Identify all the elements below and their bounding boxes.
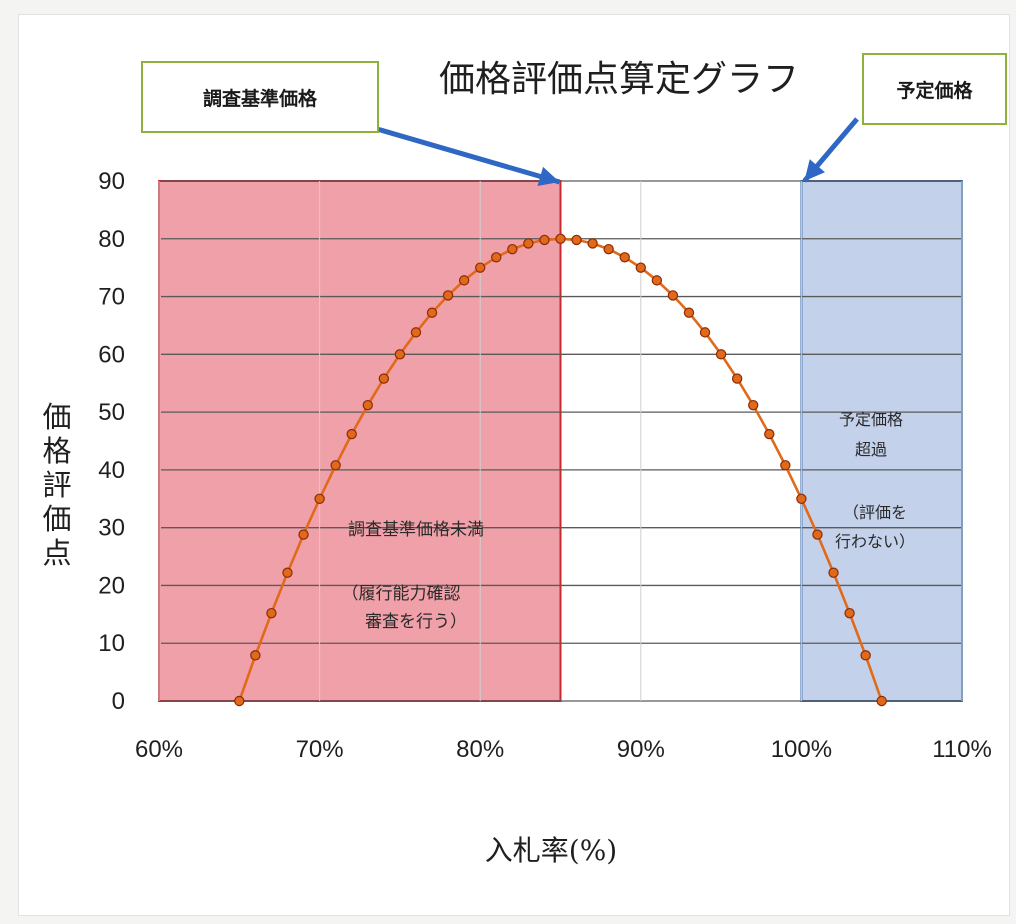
x-tick-label: 90% — [617, 736, 665, 763]
region-note-line: （履行能力確認 — [342, 584, 461, 604]
x-tick-label: 110% — [932, 736, 992, 763]
data-point — [844, 607, 855, 619]
y-tick-label: 90 — [98, 168, 125, 195]
chart-page: 0 10 20 30 40 50 60 70 80 90 60% 70% 80% 90% 100% 110% … — [18, 14, 1010, 916]
data-point — [635, 262, 647, 273]
x-tick-label: 60% — [135, 736, 183, 763]
region-note-line: 行わない） — [835, 532, 915, 551]
x-tick-label: 70% — [296, 736, 344, 763]
y-axis-title-char: 価 — [42, 502, 71, 536]
data-point — [860, 650, 871, 661]
region-label-over-planned: 予定価格 — [839, 410, 903, 429]
data-point — [266, 607, 277, 619]
data-point — [282, 567, 293, 578]
callout-reference-price: 調査基準価格 — [141, 61, 379, 133]
region-label-over-planned: 超過 — [855, 440, 887, 459]
shaded-region-1 — [800, 180, 964, 702]
data-point — [780, 460, 791, 471]
data-point — [748, 399, 759, 411]
data-point — [683, 307, 695, 318]
callout-planned-price: 予定価格 — [862, 53, 1007, 125]
region-label-below-reference: 調査基準価格未満 — [348, 520, 484, 540]
data-point — [394, 349, 406, 360]
data-point — [731, 373, 743, 384]
callout-planned-price-label: 予定価格 — [896, 79, 973, 102]
arrow-planned-price-head — [804, 159, 825, 181]
x-tick-label: 100% — [771, 736, 832, 763]
y-tick-label: 20 — [98, 572, 125, 599]
arrow-reference-price-shaft — [376, 126, 561, 185]
data-point — [796, 493, 807, 504]
data-point — [651, 275, 663, 286]
data-point — [523, 238, 534, 249]
data-point — [667, 290, 679, 301]
chart-title: 価格評価点算定グラフ — [439, 59, 799, 100]
x-tick-label: 80% — [456, 736, 504, 763]
y-tick-label: 30 — [98, 515, 125, 542]
data-point — [234, 695, 245, 707]
data-point — [410, 327, 422, 338]
data-point — [314, 493, 325, 504]
data-point — [491, 252, 502, 263]
data-point — [507, 243, 518, 255]
data-point — [715, 349, 727, 360]
data-point — [346, 428, 357, 440]
data-point — [475, 262, 486, 273]
y-tick-label: 60 — [98, 341, 125, 368]
y-tick-label: 80 — [98, 226, 125, 253]
data-point — [298, 529, 309, 540]
data-point — [362, 399, 373, 411]
data-point — [250, 650, 261, 661]
data-point — [876, 695, 887, 707]
data-point — [378, 373, 390, 384]
x-axis-title: 入札率(%) — [485, 834, 617, 867]
y-tick-label: 10 — [98, 630, 125, 657]
data-point — [330, 460, 341, 471]
callout-reference-price-label: 調査基準価格 — [202, 87, 317, 110]
data-point — [442, 290, 454, 301]
y-axis-title-char: 価 — [42, 400, 71, 434]
data-point — [571, 234, 582, 246]
y-axis-title-char: 点 — [42, 536, 71, 570]
data-point — [699, 327, 711, 338]
region-note-line: 審査を行う） — [365, 612, 467, 632]
y-tick-label: 50 — [98, 399, 125, 426]
shaded-region-0 — [158, 180, 562, 702]
data-point — [539, 234, 550, 246]
y-axis-title-char: 格 — [42, 434, 71, 468]
data-point — [812, 529, 823, 540]
data-point — [587, 238, 598, 249]
data-point — [555, 233, 566, 244]
y-axis-title-char: 評 — [42, 468, 71, 502]
arrow-reference-price-head — [537, 166, 560, 187]
data-point — [426, 307, 438, 318]
data-point — [828, 567, 839, 578]
data-point — [619, 252, 630, 263]
y-tick-label: 70 — [98, 284, 125, 311]
region-note-line: （評価を — [843, 503, 907, 522]
data-point — [764, 428, 775, 440]
data-point — [603, 243, 614, 255]
y-tick-label: 40 — [98, 457, 125, 484]
y-tick-label: 0 — [112, 688, 125, 715]
data-point — [458, 275, 470, 286]
